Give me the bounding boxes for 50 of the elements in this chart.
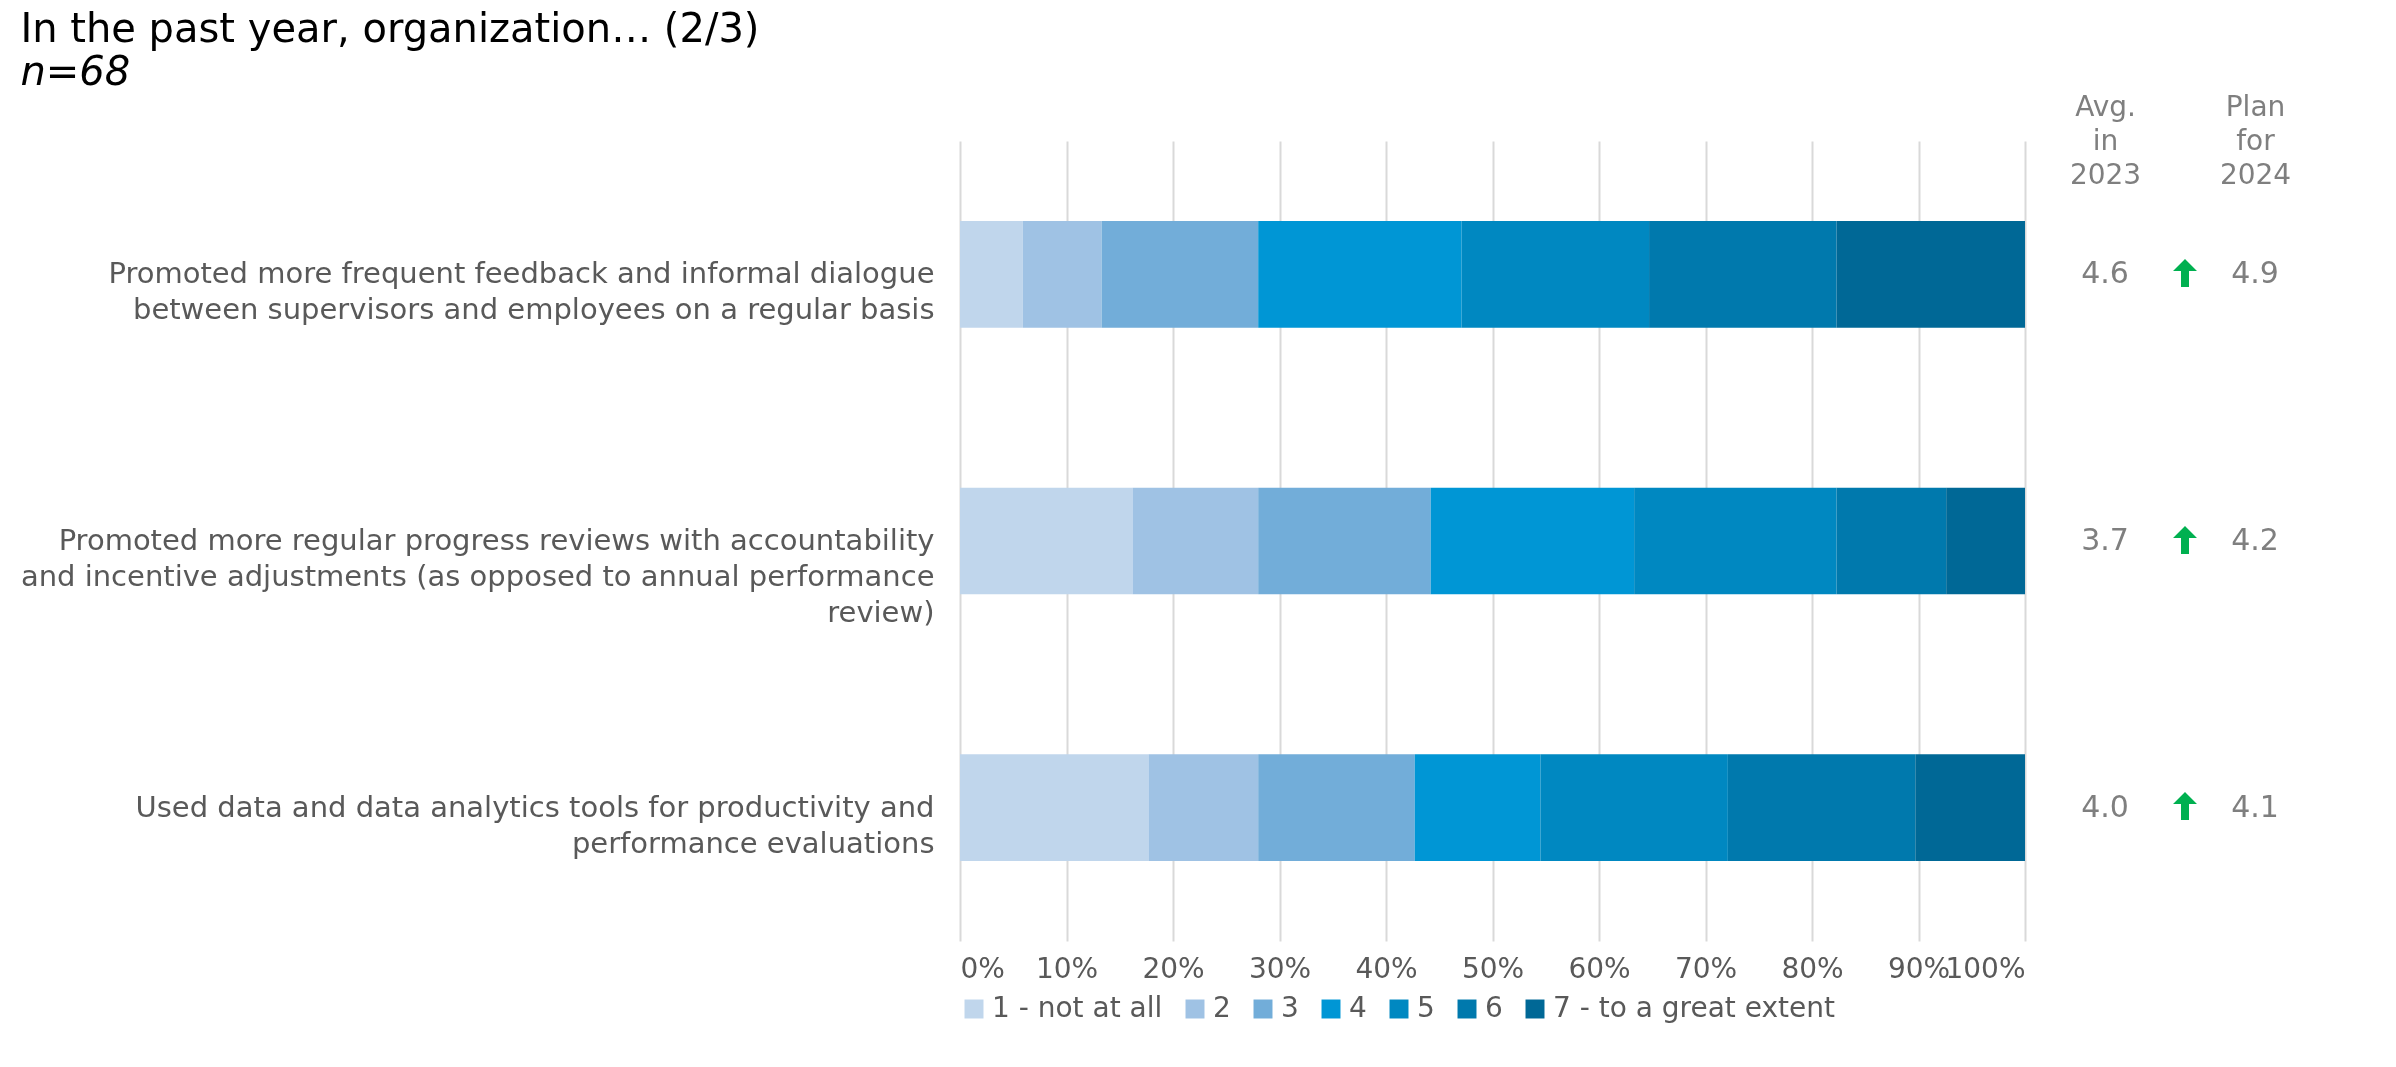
x-tick-label: 0% xyxy=(960,951,1005,985)
category-label: Avg. in 2023 xyxy=(2069,89,2142,191)
bar xyxy=(1148,754,1259,861)
bar xyxy=(1727,754,1916,861)
bar xyxy=(1101,221,1259,328)
legend-label: 4 xyxy=(1349,991,1367,1024)
bar xyxy=(1414,754,1541,861)
bar xyxy=(960,487,1133,595)
bar xyxy=(960,754,1149,861)
bar xyxy=(1915,754,2025,861)
y-tick-label: Promoted more frequent feedback and informal dialogue between supervisors and employees on a regular basis xyxy=(108,256,935,327)
x-tick-label: 60% xyxy=(1568,951,1631,985)
x-tick-label: 20% xyxy=(1142,951,1205,985)
x-tick-label: 80% xyxy=(1781,951,1844,985)
bar xyxy=(1634,487,1837,595)
bar xyxy=(1258,487,1431,595)
bar xyxy=(1258,221,1462,328)
bar xyxy=(960,221,1023,328)
x-tick-label: 10% xyxy=(1035,951,1099,985)
x-tick-label: 50% xyxy=(1461,951,1525,985)
bar xyxy=(1258,754,1415,861)
legend-label: 3 xyxy=(1281,991,1299,1024)
text: 4.6 xyxy=(2081,255,2129,291)
text: 3.7 xyxy=(2081,522,2129,557)
text: 4.2 xyxy=(2231,522,2279,557)
text: 4.0 xyxy=(2081,788,2129,824)
x-tick-label: 40% xyxy=(1355,951,1418,985)
legend-label: 7 - to a great extent xyxy=(1553,991,1835,1024)
y-tick-label: Promoted more regular progress reviews with accountability and incentive adjustments (as opposed to annual performance review) xyxy=(20,523,935,629)
bar xyxy=(1132,487,1259,595)
y-tick-label: Used data and data analytics tools for productivity and performance evaluations xyxy=(135,789,935,860)
bar xyxy=(1649,221,1837,328)
text: n=68 xyxy=(20,48,131,94)
text: In the past year, organization… (2/3) xyxy=(20,5,760,51)
x-tick-label: 30% xyxy=(1248,951,1312,985)
bar xyxy=(1461,221,1650,328)
x-tick-label: 70% xyxy=(1674,951,1738,985)
bar xyxy=(1022,221,1102,328)
legend-label: 2 xyxy=(1213,991,1231,1024)
bar xyxy=(1946,487,2025,595)
bar xyxy=(1836,487,1947,595)
text: 4.1 xyxy=(2231,788,2279,824)
legend-label: 6 xyxy=(1485,991,1503,1024)
bar xyxy=(1836,221,2025,328)
legend-label: 5 xyxy=(1417,991,1435,1024)
legend-label: 1 - not at all xyxy=(992,991,1163,1024)
category-label: Plan for 2024 xyxy=(2219,89,2292,191)
bar xyxy=(1540,754,1728,861)
text: 4.9 xyxy=(2231,255,2279,291)
bar xyxy=(1430,487,1635,595)
